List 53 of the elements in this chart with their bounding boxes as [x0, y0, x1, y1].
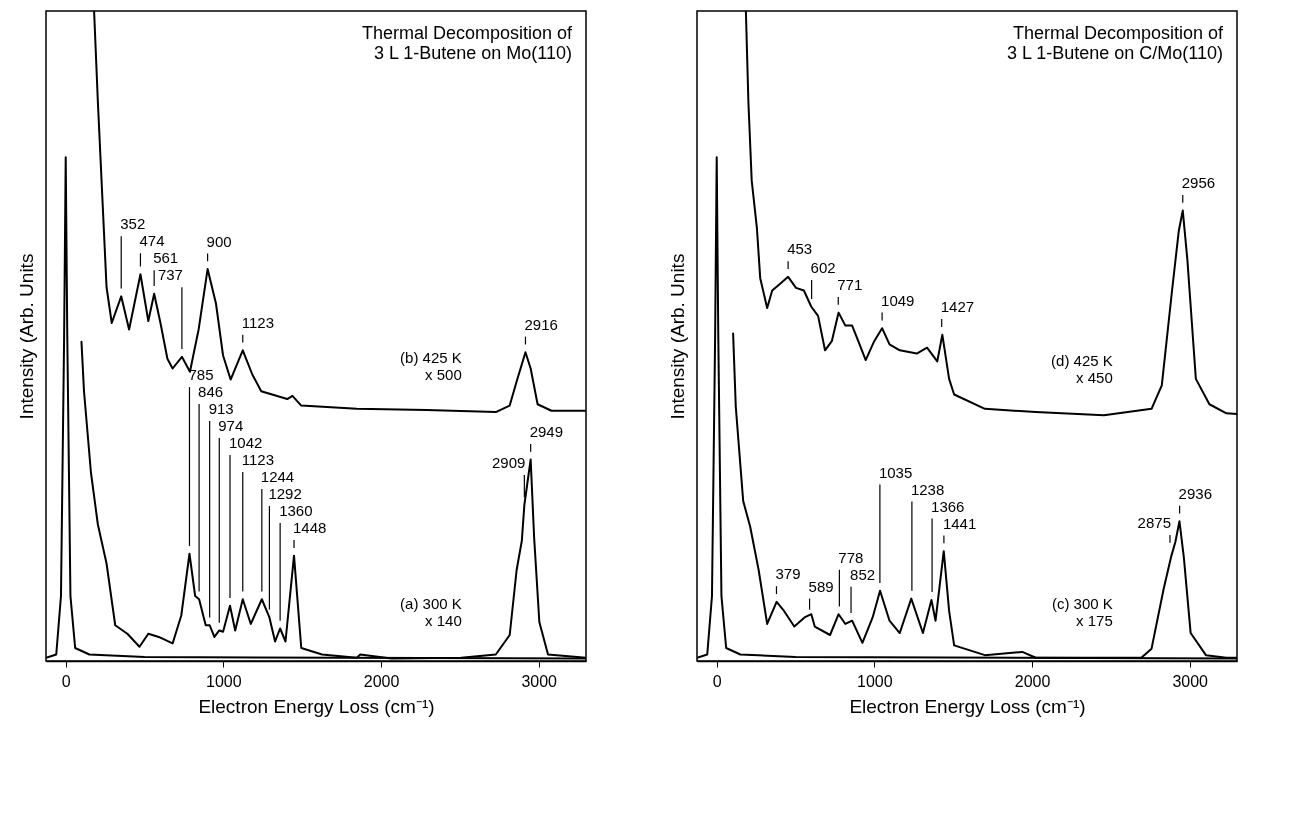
annotation: 737 — [157, 266, 183, 284]
x-tick-label: 1000 — [206, 672, 242, 690]
x-tick-label: 1000 — [857, 672, 893, 690]
annotation: 1366 — [931, 497, 965, 515]
annotation: 474 — [139, 232, 165, 250]
annotation: 1244 — [260, 468, 295, 486]
x-tick-label: 3000 — [521, 672, 558, 690]
annotation: 1123 — [241, 313, 275, 331]
series-label: (b) 425 K x 500 — [400, 348, 462, 383]
annotation: 974 — [218, 417, 244, 435]
x-tick-label: 2000 — [1014, 672, 1051, 690]
annotation: 1427 — [940, 298, 975, 316]
x-axis-title: Electron Energy Loss (cm⁻¹) — [849, 695, 1086, 717]
annotation: 1042 — [228, 434, 263, 452]
annotation: 2936 — [1178, 484, 1212, 502]
x-tick-label: 3000 — [1172, 672, 1209, 690]
annotation: 913 — [208, 400, 234, 418]
y-axis-title: Intensity (Arb. Units — [15, 253, 37, 420]
x-tick-label: 0 — [61, 672, 71, 690]
annotation: 846 — [198, 383, 224, 401]
text: Thermal Decomposition of 3 L 1-Butene on C/Mo(110) — [1006, 23, 1224, 63]
annotation: 379 — [775, 565, 801, 583]
annotation: 561 — [153, 249, 179, 267]
y-axis-title: Intensity (Arb. Units — [666, 253, 688, 420]
annotation: 1049 — [881, 291, 915, 309]
annotation: 2875 — [1137, 514, 1171, 531]
series-label: (d) 425 K x 450 — [1051, 351, 1113, 386]
annotation: 589 — [808, 577, 834, 595]
annotation: 1035 — [878, 463, 913, 481]
annotation: 785 — [188, 366, 214, 384]
annotation: 771 — [837, 276, 863, 294]
annotation: 2956 — [1181, 174, 1216, 192]
annotation: 2949 — [529, 423, 564, 440]
series-label: (a) 300 K x 140 — [400, 595, 462, 630]
x-tick-label: 2000 — [363, 672, 400, 690]
annotation: 2909 — [491, 454, 526, 472]
annotation: 1292 — [268, 485, 302, 503]
annotation: 1123 — [241, 451, 275, 469]
annotation: 1448 — [293, 519, 327, 537]
annotation: 1360 — [279, 502, 313, 520]
x-tick-label: 0 — [712, 672, 722, 690]
annotation: 778 — [838, 548, 864, 566]
annotation: 602 — [810, 259, 836, 277]
x-axis-title: Electron Energy Loss (cm⁻¹) — [198, 695, 435, 717]
annotation: 453 — [787, 240, 813, 258]
annotation: 1441 — [942, 514, 977, 532]
annotation: 1238 — [910, 480, 945, 498]
annotation: 2916 — [524, 315, 558, 333]
series-label: (c) 300 K x 175 — [1051, 595, 1113, 630]
text: Thermal Decomposition of 3 L 1-Butene on Mo(110) — [361, 23, 573, 63]
annotation: 852 — [850, 565, 876, 583]
annotation: 900 — [206, 232, 232, 250]
annotation: 352 — [120, 215, 146, 233]
